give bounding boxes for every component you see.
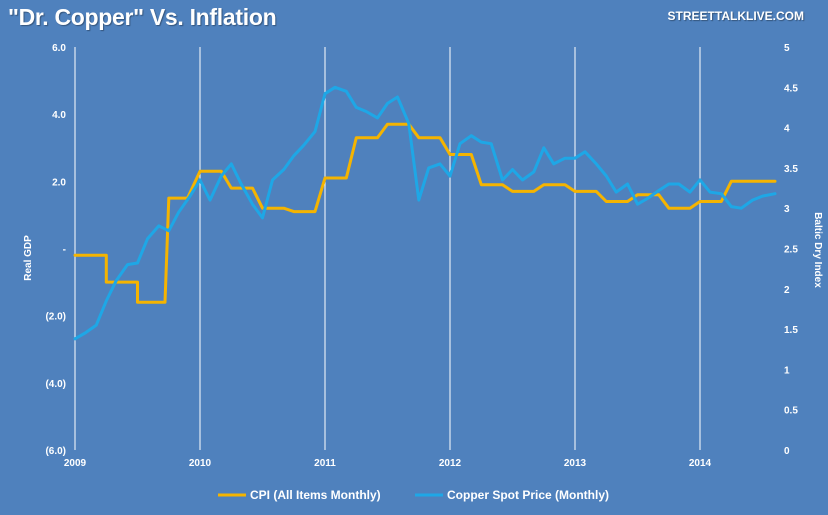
- x-tick-label: 2009: [64, 458, 87, 469]
- x-tick-label: 2010: [189, 458, 212, 469]
- legend-label-copper: Copper Spot Price (Monthly): [447, 488, 609, 502]
- right-tick-label: 3.5: [784, 164, 798, 175]
- right-tick-label: 4: [784, 124, 790, 135]
- x-tick-label: 2014: [689, 458, 712, 469]
- gridlines: [74, 47, 701, 450]
- left-tick-label: 2.0: [52, 177, 66, 188]
- right-tick-label: 1.5: [784, 325, 798, 336]
- right-tick-label: 0: [784, 446, 790, 457]
- series-line-copper: [73, 85, 777, 341]
- x-tick-label: 2012: [439, 458, 462, 469]
- right-tick-label: 4.5: [784, 83, 798, 94]
- x-tick-label: 2013: [564, 458, 587, 469]
- x-tick-label: 2011: [314, 458, 336, 469]
- source-label: STREETTALKLIVE.COM: [667, 9, 804, 23]
- right-tick-label: 3: [784, 204, 790, 215]
- right-tick-label: 0.5: [784, 406, 798, 417]
- left-tick-label: (6.0): [45, 446, 66, 457]
- right-tick-label: 5: [784, 43, 790, 54]
- left-tick-label: (2.0): [45, 312, 66, 323]
- left-tick-label: 6.0: [52, 43, 66, 54]
- left-tick-label: -: [63, 245, 66, 256]
- left-axis-title: Real GDP: [23, 235, 34, 281]
- right-tick-label: 2: [784, 285, 790, 296]
- series-lines: [73, 85, 777, 341]
- chart-title: "Dr. Copper" Vs. Inflation: [8, 4, 277, 30]
- legend-label-cpi: CPI (All Items Monthly): [250, 488, 381, 502]
- x-axis-ticks: 2009 2010 2011 2012 2013 2014: [64, 458, 712, 469]
- left-tick-label: (4.0): [45, 379, 66, 390]
- left-tick-label: 4.0: [52, 110, 66, 121]
- right-tick-label: 1: [784, 365, 790, 376]
- series-line-cpi: [73, 122, 777, 304]
- right-axis-title: Baltic Dry Index: [812, 212, 823, 288]
- legend: CPI (All Items Monthly) Copper Spot Pric…: [218, 488, 609, 502]
- right-axis-ticks: 5 4.5 4 3.5 3 2.5 2 1.5 1 0.5 0: [784, 43, 798, 457]
- left-axis-ticks: 6.0 4.0 2.0 - (2.0) (4.0) (6.0): [45, 43, 66, 457]
- right-tick-label: 2.5: [784, 245, 798, 256]
